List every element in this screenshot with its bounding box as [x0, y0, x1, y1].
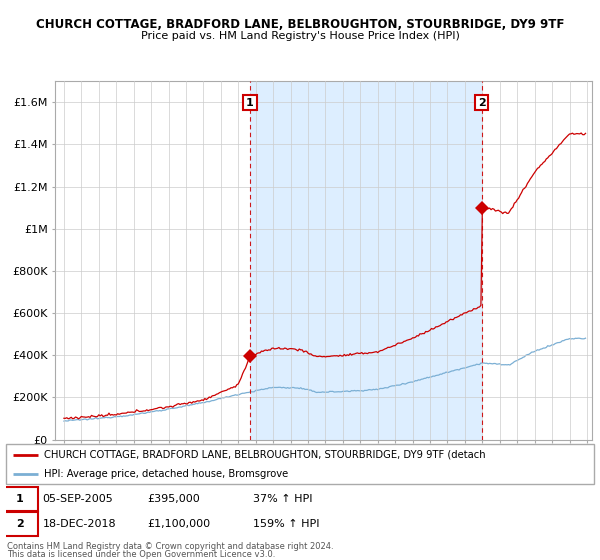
Text: 05-SEP-2005: 05-SEP-2005 [43, 494, 113, 504]
Text: CHURCH COTTAGE, BRADFORD LANE, BELBROUGHTON, STOURBRIDGE, DY9 9TF: CHURCH COTTAGE, BRADFORD LANE, BELBROUGH… [36, 18, 564, 31]
Text: £1,100,000: £1,100,000 [147, 519, 210, 529]
FancyBboxPatch shape [6, 444, 594, 484]
Text: 37% ↑ HPI: 37% ↑ HPI [253, 494, 313, 504]
Text: Price paid vs. HM Land Registry's House Price Index (HPI): Price paid vs. HM Land Registry's House … [140, 31, 460, 41]
Text: 18-DEC-2018: 18-DEC-2018 [43, 519, 116, 529]
Text: 1: 1 [16, 494, 23, 504]
Text: Contains HM Land Registry data © Crown copyright and database right 2024.: Contains HM Land Registry data © Crown c… [7, 542, 334, 550]
Text: HPI: Average price, detached house, Bromsgrove: HPI: Average price, detached house, Brom… [44, 469, 289, 478]
Text: This data is licensed under the Open Government Licence v3.0.: This data is licensed under the Open Gov… [7, 550, 275, 559]
FancyBboxPatch shape [1, 487, 38, 511]
Text: £395,000: £395,000 [147, 494, 200, 504]
Bar [250, 81, 482, 440]
Text: CHURCH COTTAGE, BRADFORD LANE, BELBROUGHTON, STOURBRIDGE, DY9 9TF (detach: CHURCH COTTAGE, BRADFORD LANE, BELBROUGH… [44, 450, 486, 460]
Text: 159% ↑ HPI: 159% ↑ HPI [253, 519, 319, 529]
Text: 1: 1 [246, 97, 254, 108]
Text: 2: 2 [16, 519, 23, 529]
FancyBboxPatch shape [1, 512, 38, 535]
Text: 2: 2 [478, 97, 485, 108]
